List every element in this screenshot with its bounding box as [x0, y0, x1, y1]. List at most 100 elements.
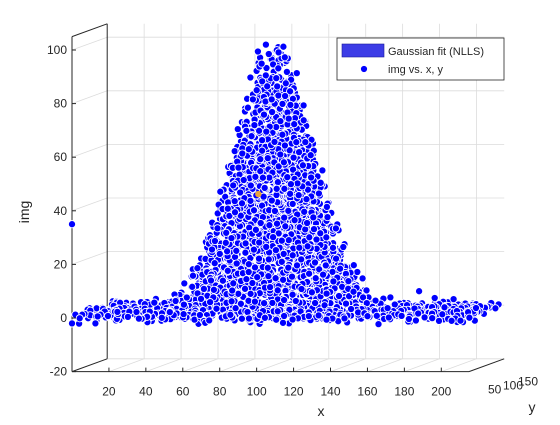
scatter-points [67, 40, 503, 329]
data-point [209, 285, 218, 294]
data-point [274, 91, 283, 100]
data-point [279, 158, 288, 167]
data-point [420, 313, 429, 322]
data-point [238, 149, 247, 158]
data-point [322, 202, 331, 211]
z-tick-label: 0 [60, 311, 67, 325]
data-point [193, 264, 202, 273]
data-point [268, 107, 277, 117]
z-axis-label: img [16, 201, 32, 224]
data-point [267, 95, 276, 104]
data-point [262, 127, 271, 136]
data-point [273, 82, 282, 91]
data-point [339, 242, 348, 252]
data-point [232, 246, 241, 255]
data-point [284, 263, 293, 272]
data-point [188, 282, 197, 291]
grid-line-floor [256, 358, 292, 372]
data-point [230, 208, 240, 217]
data-point [195, 310, 204, 320]
tick-labels: -20 0 20 40 60 80 100 20 40 60 80 100 120 140 160 180 20… [47, 43, 538, 399]
data-point [243, 103, 252, 112]
data-point [274, 229, 283, 238]
data-point [213, 224, 222, 233]
z-tick-label: 60 [54, 150, 68, 164]
data-point [251, 225, 260, 234]
data-point [199, 284, 208, 293]
data-point [241, 239, 250, 248]
data-point [358, 274, 367, 283]
data-point [93, 312, 102, 321]
data-point [286, 87, 295, 96]
data-point [264, 272, 273, 281]
data-point [279, 249, 288, 258]
data-point [280, 184, 289, 193]
data-point [268, 298, 277, 307]
data-point [281, 79, 290, 88]
data-point [223, 266, 232, 275]
data-point [281, 222, 290, 231]
data-point [188, 271, 198, 280]
data-point [246, 181, 255, 190]
data-point [340, 314, 349, 323]
data-point [272, 74, 281, 83]
data-point [205, 316, 214, 325]
data-point [372, 311, 381, 320]
data-point [250, 121, 259, 130]
outlier-point [67, 319, 77, 328]
data-point [246, 73, 255, 82]
data-point [303, 242, 312, 251]
data-point [272, 184, 281, 193]
data-point [306, 151, 315, 160]
data-point [383, 304, 392, 313]
data-point [262, 242, 271, 251]
data-point [319, 270, 328, 279]
legend-entry-fit: Gaussian fit (NLLS) [388, 46, 484, 58]
top-edge-line [71, 23, 108, 38]
data-point [157, 313, 166, 322]
legend-swatch-surface [341, 43, 385, 58]
legend-marker-points [360, 65, 368, 73]
data-point [256, 155, 265, 164]
data-point [265, 221, 274, 230]
data-point [236, 299, 245, 308]
grid-line-floor [108, 358, 145, 372]
data-point [252, 86, 261, 95]
data-point [280, 213, 289, 222]
data-point [283, 173, 292, 182]
data-point [353, 267, 362, 277]
data-point [314, 189, 323, 198]
y-axis-label: y [529, 399, 536, 415]
data-point [311, 298, 320, 308]
data-point [309, 213, 318, 222]
data-point [258, 173, 267, 182]
data-point [281, 91, 290, 101]
data-point [307, 173, 316, 182]
data-point [404, 314, 413, 324]
data-point [314, 311, 323, 320]
data-point [179, 300, 188, 309]
data-point [212, 304, 221, 313]
data-point [259, 110, 269, 119]
data-point [440, 303, 449, 312]
x-tick-label: 20 [102, 385, 116, 399]
grid-line-floor [330, 358, 366, 372]
data-point [274, 64, 283, 73]
data-point [242, 275, 251, 284]
data-point [231, 304, 240, 313]
x-tick-label: 60 [176, 385, 190, 399]
z-tick-label: 80 [54, 97, 68, 111]
data-point [248, 95, 257, 104]
data-point [249, 245, 258, 254]
data-point [237, 199, 247, 208]
data-point [288, 315, 297, 324]
data-point [332, 254, 341, 263]
data-point [363, 312, 372, 321]
data-point [226, 310, 235, 319]
data-point [258, 146, 267, 155]
data-point [263, 154, 272, 163]
data-point [322, 233, 331, 242]
data-point [227, 297, 236, 306]
data-point [113, 307, 122, 316]
data-point [250, 263, 260, 272]
